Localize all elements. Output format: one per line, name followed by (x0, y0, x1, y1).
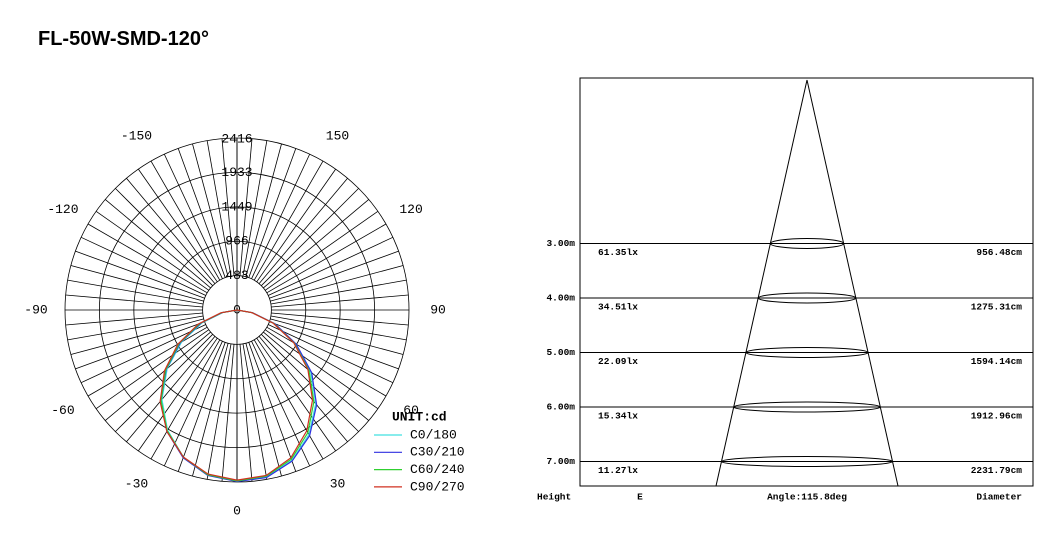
r-tick-label: 2416 (221, 131, 252, 146)
legend-label: C30/210 (410, 445, 465, 460)
r-tick-label: 0 (233, 302, 241, 317)
height-label: 4.00m (546, 293, 575, 304)
beam-ellipse (733, 401, 881, 413)
r-tick-label: 483 (225, 268, 248, 283)
r-tick-label: 1933 (221, 165, 252, 180)
angle-tick-label: -90 (24, 302, 47, 317)
diameter-label: 1275.31cm (971, 302, 1023, 313)
angle-tick-label: -30 (125, 477, 148, 492)
angle-tick-label: 90 (430, 302, 446, 317)
height-label: 6.00m (546, 402, 575, 413)
title: FL-50W-SMD-120° (38, 28, 209, 50)
angle-tick-label: 30 (330, 477, 346, 492)
illuminance-label: 61.35lx (598, 247, 638, 258)
angle-tick-label: -60 (51, 403, 74, 418)
angle-tick-label: 120 (399, 202, 422, 217)
height-label: 3.00m (546, 238, 575, 249)
angle-tick-label: 150 (326, 128, 349, 143)
legend-label: C90/270 (410, 479, 465, 494)
illuminance-label: 15.34lx (598, 411, 638, 422)
beam-ellipse (720, 456, 894, 467)
curve (159, 309, 314, 481)
r-tick-label: 966 (225, 234, 248, 249)
diameter-label: 2231.79cm (971, 465, 1023, 476)
beam-ellipse (757, 292, 857, 304)
frame (579, 77, 1034, 487)
diameter-label: 956.48cm (976, 247, 1022, 258)
height-header: Height (537, 492, 571, 503)
r-tick-label: 1449 (221, 199, 252, 214)
beam-ellipse (745, 347, 869, 358)
unit-label: UNIT:cd (392, 409, 447, 424)
cone-edge (806, 79, 899, 487)
height-label: 7.00m (546, 456, 575, 467)
angle-tick-label: 0 (233, 503, 241, 518)
angle-tick-label: -150 (121, 128, 152, 143)
illuminance-header: E (637, 492, 643, 503)
diameter-label: 1594.14cm (971, 356, 1023, 367)
cone-edge (715, 79, 808, 487)
angle-tick-label: -120 (47, 202, 78, 217)
illuminance-label: 22.09lx (598, 356, 638, 367)
diameter-header: Diameter (976, 492, 1022, 503)
illuminance-label: 34.51lx (598, 302, 638, 313)
beam-ellipse (769, 238, 845, 249)
height-label: 5.00m (546, 347, 575, 358)
legend-label: C60/240 (410, 462, 465, 477)
angle-label: Angle:115.8deg (767, 492, 847, 503)
angle-tick-label: 60 (403, 403, 419, 418)
legend-label: C0/180 (410, 427, 457, 442)
illuminance-label: 11.27lx (598, 465, 638, 476)
diameter-label: 1912.96cm (971, 411, 1023, 422)
